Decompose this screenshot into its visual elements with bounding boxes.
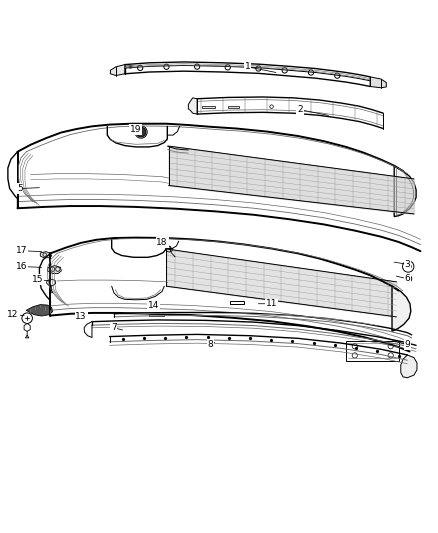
Text: 16: 16 bbox=[16, 262, 28, 271]
Polygon shape bbox=[110, 64, 125, 76]
Text: 11: 11 bbox=[266, 299, 277, 308]
Text: 15: 15 bbox=[32, 275, 43, 284]
Polygon shape bbox=[370, 77, 386, 88]
Polygon shape bbox=[392, 286, 411, 332]
Polygon shape bbox=[47, 265, 61, 273]
Text: 5: 5 bbox=[17, 184, 23, 193]
Polygon shape bbox=[24, 324, 30, 332]
Polygon shape bbox=[46, 279, 56, 286]
Text: 9: 9 bbox=[404, 340, 410, 349]
Circle shape bbox=[129, 66, 132, 68]
Text: 8: 8 bbox=[207, 340, 213, 349]
Text: 12: 12 bbox=[7, 310, 19, 319]
Text: 2: 2 bbox=[297, 105, 303, 114]
Polygon shape bbox=[188, 98, 197, 114]
Circle shape bbox=[136, 127, 146, 137]
Polygon shape bbox=[394, 166, 416, 216]
Text: 14: 14 bbox=[148, 302, 159, 310]
Polygon shape bbox=[346, 341, 399, 361]
Text: 7: 7 bbox=[111, 324, 117, 332]
Polygon shape bbox=[202, 106, 215, 108]
Text: 18: 18 bbox=[156, 238, 168, 247]
Circle shape bbox=[22, 313, 32, 324]
Polygon shape bbox=[149, 314, 164, 317]
Polygon shape bbox=[166, 246, 173, 252]
Polygon shape bbox=[40, 252, 52, 258]
Polygon shape bbox=[230, 301, 244, 304]
Text: 6: 6 bbox=[404, 274, 410, 283]
Text: 13: 13 bbox=[75, 312, 87, 321]
Text: 17: 17 bbox=[16, 246, 28, 255]
Polygon shape bbox=[26, 304, 53, 316]
Text: 3: 3 bbox=[404, 260, 410, 269]
Text: 1: 1 bbox=[244, 62, 251, 71]
Text: 19: 19 bbox=[130, 125, 141, 134]
Polygon shape bbox=[401, 355, 417, 378]
Polygon shape bbox=[228, 106, 239, 108]
